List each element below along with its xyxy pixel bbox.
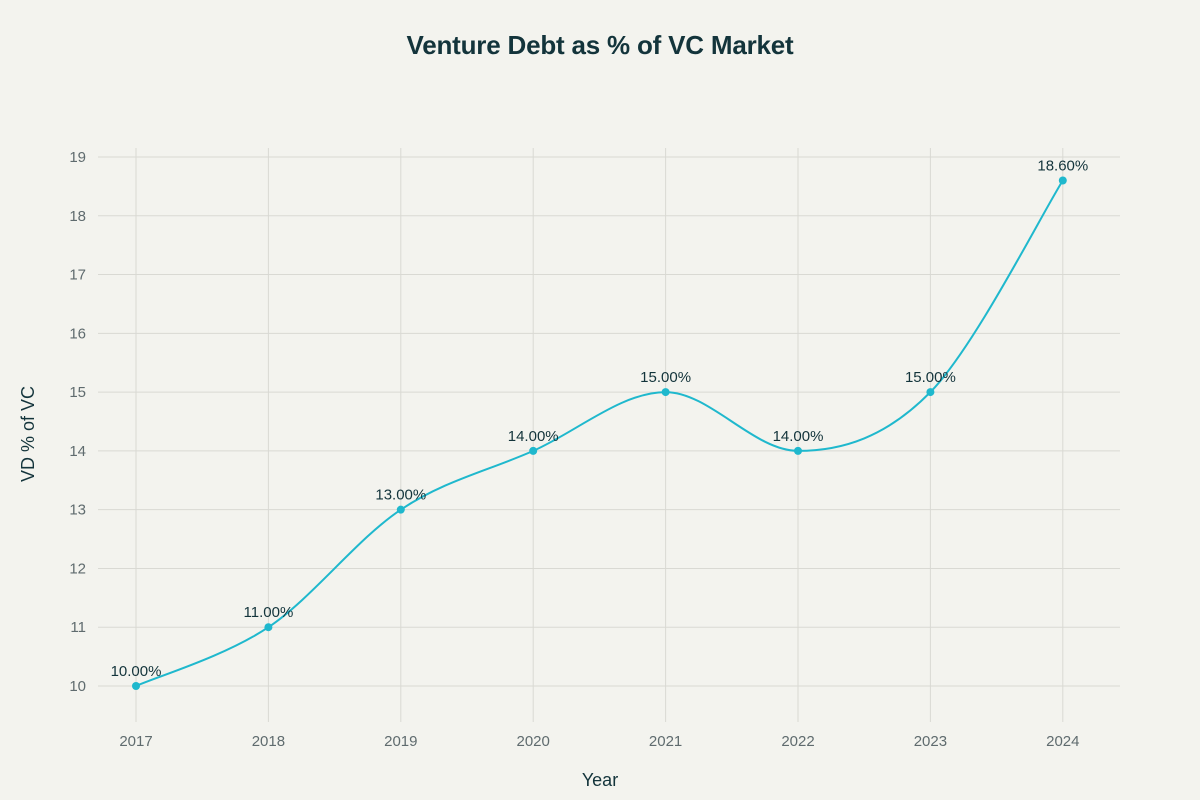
data-label: 14.00%	[508, 428, 559, 445]
data-labels: 10.00% 11.00% 13.00% 14.00% 15.00% 14.00% 15.0…	[111, 157, 1089, 680]
x-tick-label: 2023	[914, 733, 947, 750]
data-label: 18.60%	[1037, 157, 1088, 174]
data-point[interactable]	[1058, 176, 1067, 185]
x-tick-label: 2024	[1046, 733, 1079, 750]
y-tick-label: 19	[69, 149, 86, 166]
x-tick-label: 2018	[252, 733, 285, 750]
data-point[interactable]	[926, 388, 935, 397]
y-tick-label: 15	[69, 384, 86, 401]
y-tick-label: 13	[69, 502, 86, 519]
x-axis-title: Year	[582, 770, 618, 790]
data-label: 10.00%	[111, 663, 162, 680]
y-tick-label: 12	[69, 560, 86, 577]
data-label: 14.00%	[773, 428, 824, 445]
data-point[interactable]	[132, 682, 140, 690]
x-tick-label: 2022	[781, 733, 814, 750]
y-tick-label: 18	[69, 208, 86, 225]
y-tick-label: 14	[69, 443, 86, 460]
data-point[interactable]	[264, 623, 273, 632]
data-markers	[132, 176, 1067, 690]
x-tick-label: 2017	[119, 733, 152, 750]
x-axis-ticks: 2017 2018 2019 2020 2021 2022 2023 2024	[119, 733, 1079, 750]
data-label: 15.00%	[905, 369, 956, 386]
data-point[interactable]	[529, 446, 538, 455]
x-gridlines	[135, 148, 1064, 722]
y-tick-label: 16	[69, 325, 86, 342]
y-axis-ticks: 10 11 12 13 14 15 16 17 18 19	[69, 149, 86, 695]
y-tick-label: 17	[69, 267, 86, 284]
data-point[interactable]	[396, 505, 405, 514]
data-label: 13.00%	[375, 487, 426, 504]
x-tick-label: 2021	[649, 733, 682, 750]
y-tick-label: 11	[70, 619, 86, 636]
data-point[interactable]	[661, 388, 670, 397]
x-tick-label: 2020	[517, 733, 550, 750]
y-axis-title: VD % of VC	[18, 386, 38, 482]
data-label: 15.00%	[640, 369, 691, 386]
chart-title: Venture Debt as % of VC Market	[406, 30, 794, 60]
data-point[interactable]	[794, 446, 802, 455]
y-tick-label: 10	[69, 678, 86, 695]
data-label: 11.00%	[244, 604, 294, 621]
x-tick-label: 2019	[384, 733, 417, 750]
